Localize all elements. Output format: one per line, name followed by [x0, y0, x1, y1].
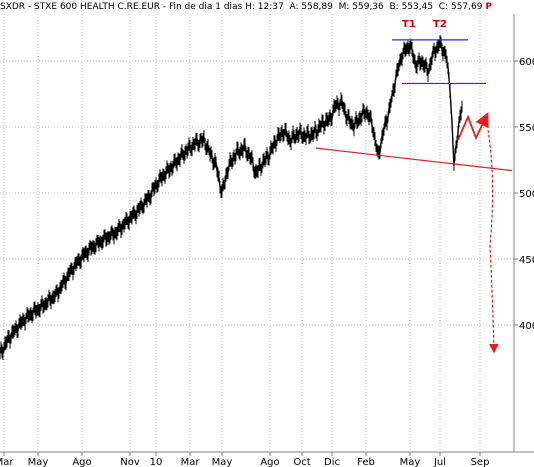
x-tick-label: Ago — [260, 457, 279, 467]
header-ask: A: 558,89 — [289, 2, 333, 12]
y-axis-ticks: 600 550 500 450 400 — [514, 57, 534, 332]
price-series — [0, 35, 463, 360]
x-tick-label: Ago — [72, 457, 91, 467]
grid — [0, 14, 514, 452]
trend-line — [315, 147, 513, 172]
x-tick-label: Nov — [120, 457, 140, 467]
target-arrow — [487, 129, 499, 354]
header-time: H: 12:37 — [245, 2, 284, 12]
y-tick-label: 500 — [519, 189, 534, 200]
x-tick-label: Mar — [0, 457, 14, 467]
peak-label-t2: T2 — [433, 19, 447, 30]
x-tick-label: Jul — [433, 457, 446, 467]
y-tick-label: 400 — [519, 321, 534, 332]
x-tick-label: May — [400, 457, 421, 467]
x-tick-label: Oct — [293, 457, 310, 467]
y-tick-label: 550 — [519, 123, 534, 134]
header-bid: B: 553,45 — [389, 2, 434, 12]
x-tick-label: Dic — [324, 457, 340, 467]
x-tick-label: Feb — [357, 457, 375, 467]
x-axis-ticks: Mar May Ago Nov 10 Mar May Ago Oct Dic Feb May Jul Se… — [0, 452, 489, 467]
x-tick-label: Sep — [471, 457, 490, 467]
chart-header: SXDR - STXE 600 HEALTH C.RE.EUR - Fin de… — [0, 2, 492, 12]
header-period: Fin de dia 1 dias — [168, 2, 243, 12]
projection-zigzag — [457, 112, 489, 141]
y-tick-label: 450 — [519, 255, 534, 266]
header-symbol: SXDR - STXE 600 HEALTH C.RE.EUR — [0, 2, 160, 12]
peak-label-t1: T1 — [402, 19, 416, 30]
y-tick-label: 600 — [519, 57, 534, 68]
chart-annotations: T1 T2 — [315, 19, 513, 354]
x-tick-label: Mar — [181, 457, 201, 467]
x-tick-label: 10 — [150, 457, 163, 467]
header-trail: P — [485, 2, 492, 12]
header-close: C: 557,69 — [438, 2, 483, 12]
header-mid: M: 559,36 — [338, 2, 384, 12]
x-tick-label: May — [28, 457, 49, 467]
x-tick-label: May — [212, 457, 233, 467]
price-line — [0, 39, 463, 356]
